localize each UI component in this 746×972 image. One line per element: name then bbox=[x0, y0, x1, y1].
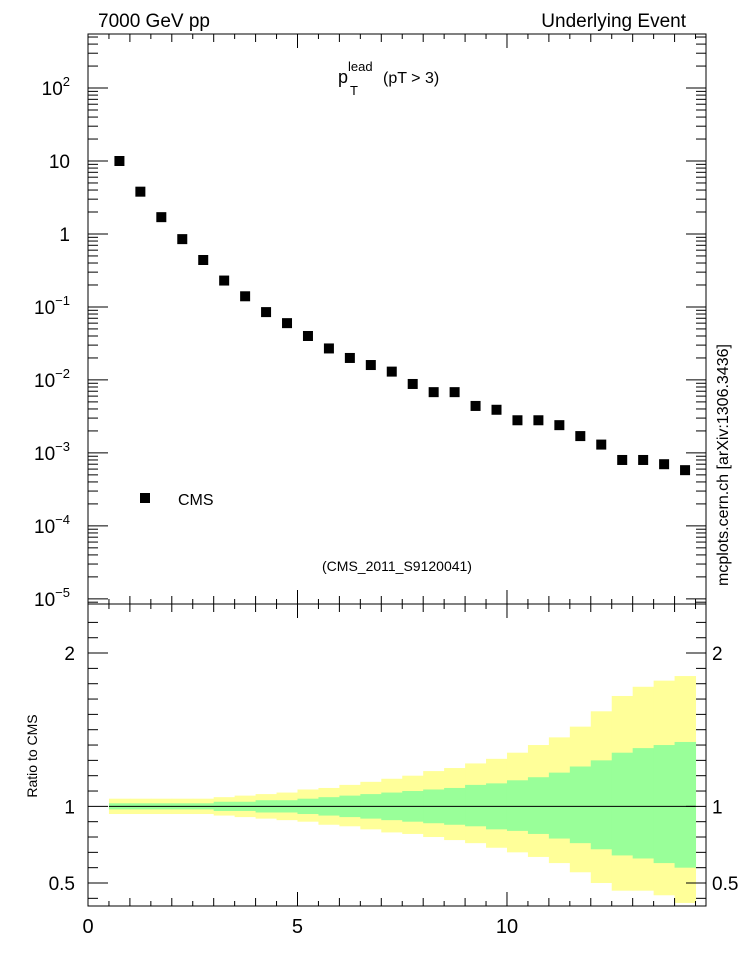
ratio-y-tick-label: 0.5 bbox=[49, 874, 75, 895]
main-y-tick-label: 10−5 bbox=[34, 585, 70, 611]
ratio-y-tick-label-right: 2 bbox=[712, 644, 723, 665]
data-point bbox=[219, 275, 230, 286]
main-panel-border bbox=[87, 33, 707, 605]
ratio-y-label: Ratio to CMS bbox=[24, 714, 40, 797]
data-point bbox=[428, 387, 439, 398]
ratio-y-tick-label: 1 bbox=[64, 797, 75, 818]
plot-title-sup: lead bbox=[348, 59, 373, 74]
main-y-tick-label: 102 bbox=[42, 74, 70, 100]
data-point bbox=[302, 330, 313, 341]
header-right: Underlying Event bbox=[541, 11, 686, 32]
plot-title-sub: T bbox=[350, 83, 358, 98]
main-y-tick-label: 10−1 bbox=[34, 293, 70, 319]
data-point bbox=[533, 415, 544, 426]
ratio-band-inner bbox=[611, 752, 634, 856]
data-point bbox=[198, 254, 209, 265]
x-tick-label: 5 bbox=[292, 916, 303, 938]
data-point bbox=[177, 234, 188, 245]
main-y-tick-label: 10−2 bbox=[34, 366, 70, 392]
data-point bbox=[575, 431, 586, 442]
legend-label: CMS bbox=[178, 492, 214, 509]
plot-title-main: p bbox=[338, 67, 348, 87]
ratio-y-tick-label-right: 0.5 bbox=[712, 874, 738, 895]
data-point bbox=[386, 366, 397, 377]
ratio-band-inner bbox=[506, 780, 529, 831]
data-point bbox=[659, 459, 670, 470]
plot-title-rest: (pT > 3) bbox=[383, 70, 439, 87]
ratio-panel-border bbox=[87, 603, 707, 907]
main-y-tick-label: 10−3 bbox=[34, 439, 70, 465]
data-point bbox=[449, 387, 460, 398]
data-point bbox=[680, 465, 691, 476]
data-point bbox=[344, 352, 355, 363]
ratio-band-inner bbox=[632, 748, 655, 859]
ratio-band-inner bbox=[674, 741, 697, 868]
data-point bbox=[638, 454, 649, 465]
ratio-band-inner bbox=[569, 766, 592, 844]
ratio-band-inner bbox=[590, 760, 613, 850]
data-point bbox=[261, 307, 272, 318]
data-point bbox=[554, 420, 565, 431]
data-point bbox=[617, 454, 628, 465]
ratio-band-inner bbox=[527, 777, 550, 834]
data-point bbox=[240, 291, 251, 302]
data-point bbox=[512, 415, 523, 426]
data-point bbox=[282, 318, 293, 329]
ratio-y-tick-label-right: 1 bbox=[712, 797, 723, 818]
data-point bbox=[491, 404, 502, 415]
main-y-tick-label: 10−4 bbox=[34, 512, 70, 538]
header-left: 7000 GeV pp bbox=[98, 11, 210, 32]
data-point bbox=[596, 439, 607, 450]
ratio-y-tick-label: 2 bbox=[64, 644, 75, 665]
analysis-id: (CMS_2011_S9120041) bbox=[322, 558, 472, 574]
data-point bbox=[323, 343, 334, 354]
ratio-band-inner bbox=[465, 784, 487, 827]
ratio-band-inner bbox=[653, 745, 676, 864]
x-tick-label: 10 bbox=[496, 916, 518, 938]
x-tick-label: 0 bbox=[82, 916, 93, 938]
main-y-tick-label: 1 bbox=[59, 225, 70, 246]
data-point bbox=[407, 378, 418, 389]
plot-title: plead bbox=[338, 59, 373, 87]
ratio-band-inner bbox=[548, 772, 571, 839]
legend-marker bbox=[140, 493, 150, 503]
data-point bbox=[114, 156, 125, 167]
data-point bbox=[135, 186, 146, 197]
main-y-tick-label: 10 bbox=[49, 152, 70, 173]
data-point bbox=[156, 212, 167, 223]
side-label: mcplots.cern.ch [arXiv:1306.3436] bbox=[715, 344, 732, 586]
data-point bbox=[365, 360, 376, 371]
data-point bbox=[470, 400, 481, 411]
